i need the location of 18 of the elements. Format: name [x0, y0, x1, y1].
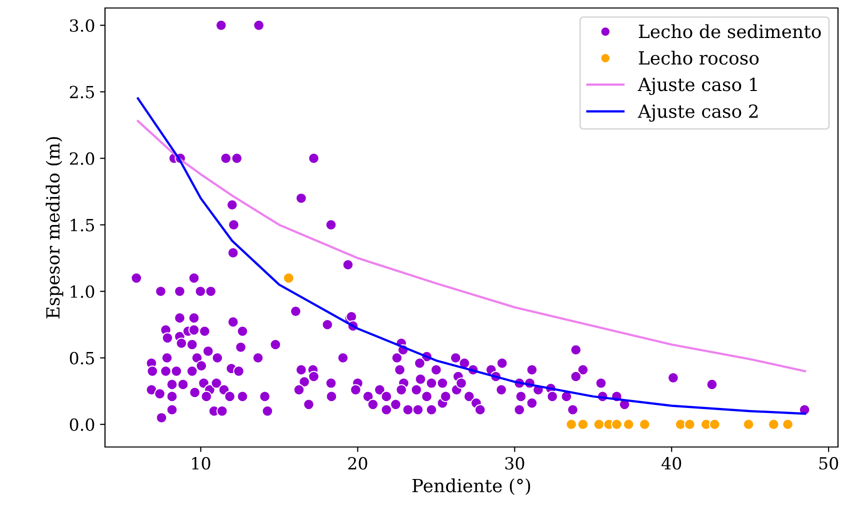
legend-label: Lecho rocoso: [638, 50, 759, 65]
x-tick-label: 50: [819, 457, 838, 470]
legend-label: Ajuste caso 2: [638, 104, 758, 122]
legend-label: Lecho de sedimento: [638, 24, 821, 38]
y-tick-label: 0.5: [70, 352, 94, 364]
y-tick-label: 1.5: [70, 218, 94, 232]
y-tick-label: 2.5: [70, 86, 94, 98]
x-tick-label: 30: [505, 457, 524, 470]
y-tick-label: 2.0: [70, 152, 94, 165]
x-tick-label: 20: [348, 457, 368, 470]
x-tick-label: 40: [662, 457, 682, 470]
y-axis-title: Espesor medido (m): [46, 137, 64, 318]
x-tick-label: 10: [192, 457, 210, 470]
x-axis-title: Pendiente (°): [412, 478, 530, 495]
y-tick-label: 3.0: [70, 19, 94, 32]
legend-label: Ajuste caso 1: [638, 78, 757, 95]
y-tick-label: 1.0: [70, 285, 94, 298]
y-tick-label: 0.0: [70, 418, 94, 431]
